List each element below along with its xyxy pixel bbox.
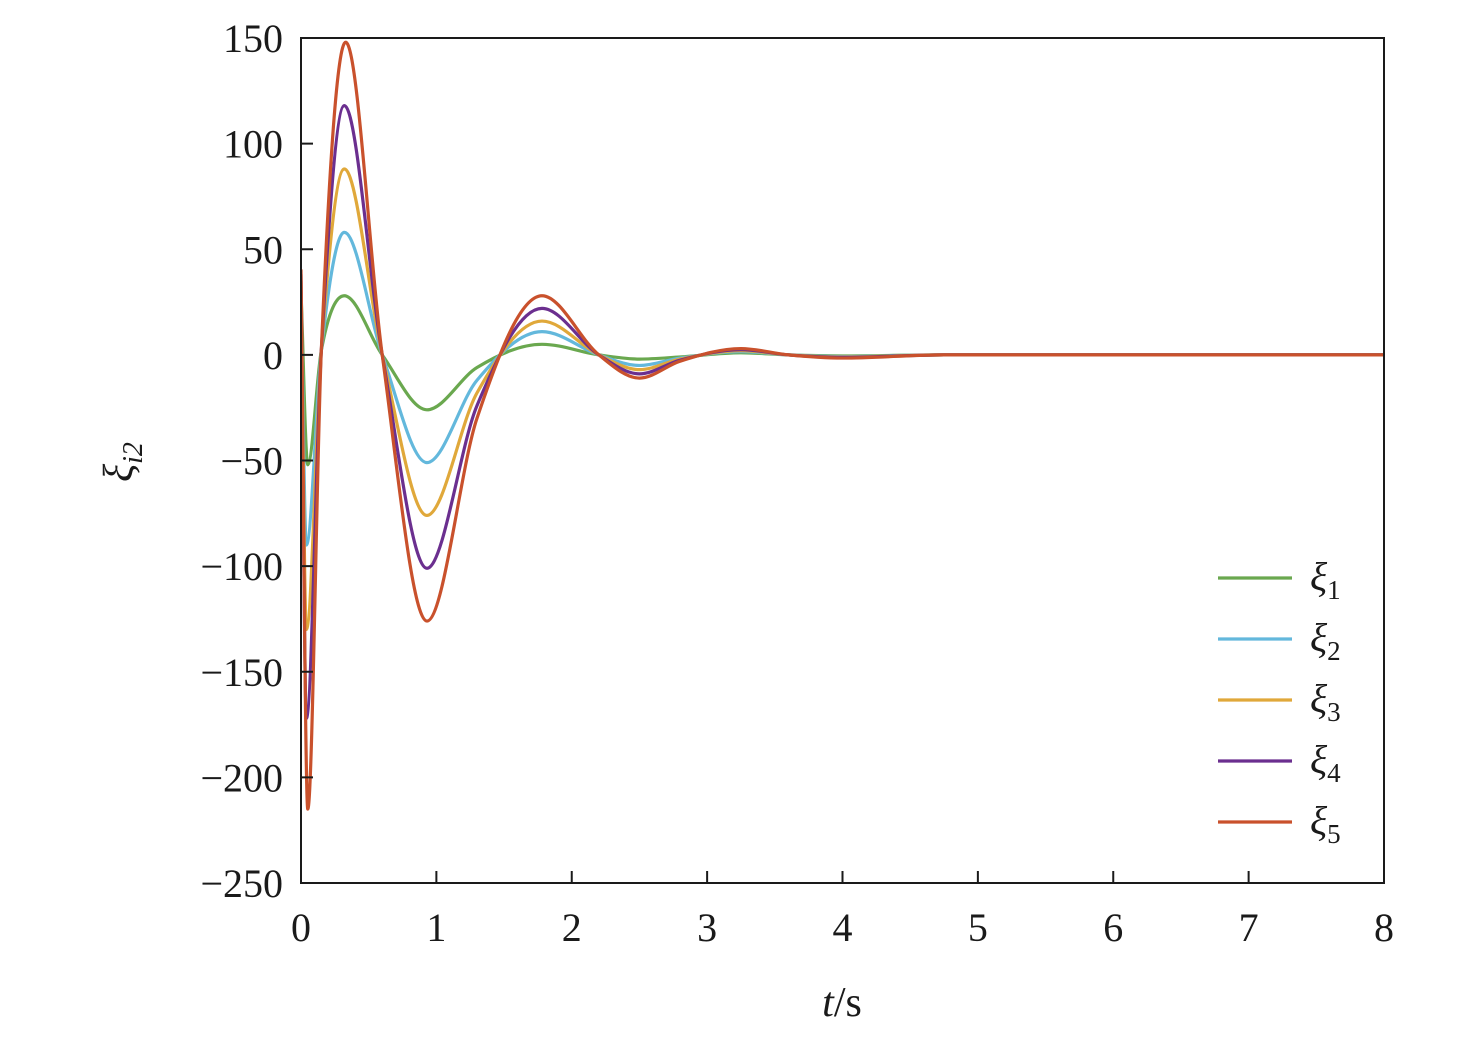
y-tick-label: −50 [220,439,283,484]
y-axis: 150 100 50 0 −50 −100 −150 −200 −250 [200,16,313,906]
legend-item-3: ξ3 [1218,676,1341,727]
legend-item-2: ξ2 [1218,615,1341,666]
legend-label: ξ5 [1310,798,1341,849]
legend-subscript: 4 [1327,758,1341,788]
series-line-5 [301,40,1384,811]
x-axis-unit: /s [834,980,862,1026]
y-tick-label: −150 [200,650,283,695]
y-tick-label: −200 [200,755,283,800]
series-line-1 [301,289,1384,467]
legend-subscript: 5 [1327,819,1341,849]
legend-label: ξ1 [1310,554,1341,605]
y-tick-label: 50 [243,227,283,272]
x-tick-label: 3 [697,905,717,950]
legend-item-1: ξ1 [1218,554,1341,605]
legend-subscript: 2 [1327,636,1341,666]
x-tick-label: 4 [833,905,853,950]
x-axis: 0 1 2 3 4 5 6 7 8 [291,871,1394,950]
plot-area [300,37,1385,884]
x-tick-label: 8 [1374,905,1394,950]
x-tick-label: 7 [1239,905,1259,950]
y-tick-label: 0 [263,333,283,378]
legend-symbol: ξ [1310,615,1328,660]
legend-label: ξ4 [1310,737,1341,788]
legend-symbol: ξ [1310,798,1328,843]
y-axis-label: ξi2 [96,442,149,482]
series-line-2 [301,230,1384,547]
series-line-3 [301,167,1384,632]
y-tick-label: −250 [200,861,283,906]
x-axis-variable: t [822,980,835,1026]
x-tick-label: 1 [426,905,446,950]
legend-symbol: ξ [1310,554,1328,599]
x-tick-label: 6 [1103,905,1123,950]
x-axis-label: t/s [822,980,862,1026]
x-tick-label: 5 [968,905,988,950]
x-tick-label: 2 [562,905,582,950]
legend-subscript: 3 [1327,697,1341,727]
legend-subscript: 1 [1327,575,1341,605]
legend-symbol: ξ [1310,737,1328,782]
y-tick-label: −100 [200,544,283,589]
series-layer [301,40,1384,811]
legend-item-5: ξ5 [1218,798,1341,849]
plot-frame [300,37,1385,884]
legend-label: ξ3 [1310,676,1341,727]
y-tick-label: 150 [223,16,283,61]
y-tick-label: 100 [223,122,283,167]
legend-symbol: ξ [1310,676,1328,721]
legend-item-4: ξ4 [1218,737,1341,788]
x-tick-label: 0 [291,905,311,950]
series-line-4 [301,104,1384,720]
y-axis-variable: ξ [96,464,142,482]
y-axis-subscript: i2 [118,442,149,464]
legend-label: ξ2 [1310,615,1341,666]
